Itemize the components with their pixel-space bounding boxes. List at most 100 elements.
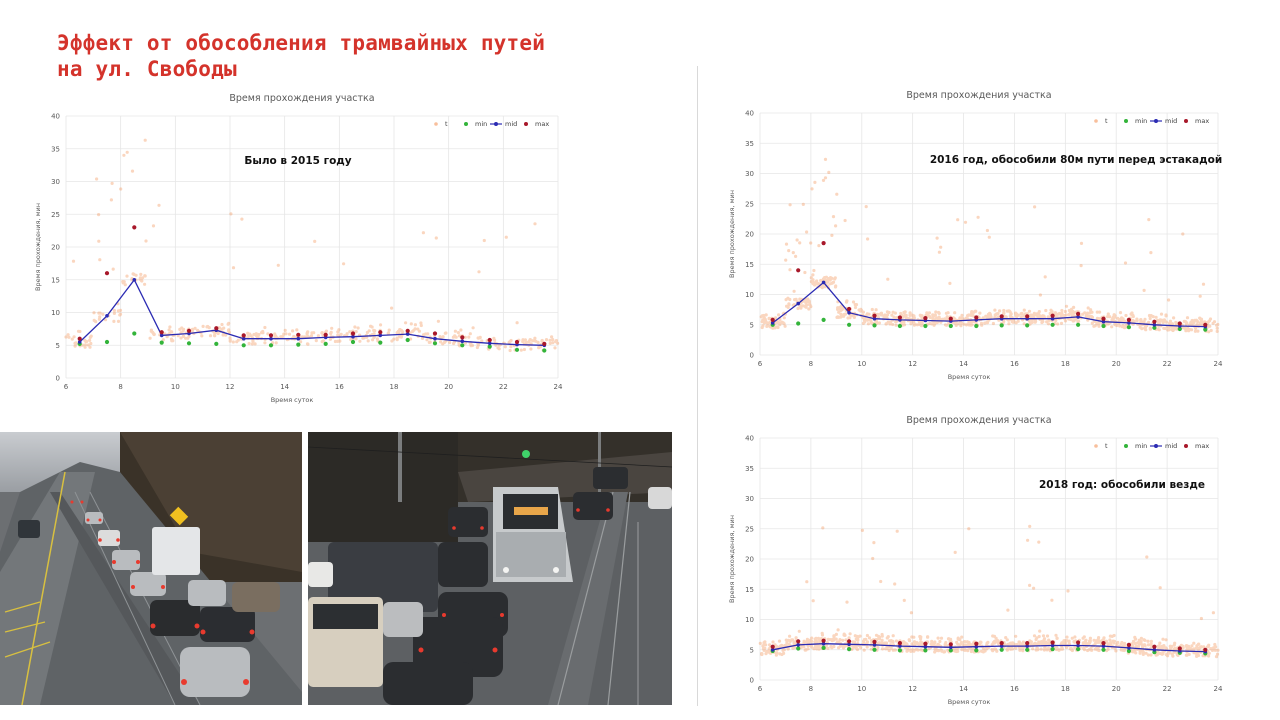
point-t — [987, 235, 991, 239]
point-t — [1057, 311, 1062, 316]
point-mid — [132, 278, 137, 282]
point-t — [867, 312, 871, 316]
point-t — [880, 638, 884, 642]
point-mid — [433, 336, 437, 341]
point-t — [336, 339, 340, 343]
point-t — [1106, 315, 1110, 319]
y-tick-label: 30 — [745, 170, 754, 178]
point-t — [813, 645, 818, 649]
point-min — [974, 323, 979, 329]
point-t — [497, 347, 501, 351]
point-t — [837, 640, 841, 644]
legend-marker-t — [434, 122, 438, 126]
point-t — [960, 313, 964, 317]
point-mid — [796, 301, 800, 306]
point-t — [910, 313, 914, 317]
point-t — [926, 635, 930, 639]
point-t — [807, 300, 811, 304]
point-t — [1157, 321, 1161, 325]
point-t — [1163, 319, 1167, 323]
point-t — [774, 325, 778, 329]
point-t — [1131, 644, 1135, 648]
point-t — [854, 637, 858, 641]
point-t — [859, 307, 863, 311]
point-t — [1042, 314, 1046, 318]
point-t — [833, 277, 837, 281]
point-t — [1070, 636, 1074, 640]
point-t — [151, 330, 155, 334]
point-t — [97, 317, 101, 321]
point-t — [1195, 323, 1199, 327]
point-t — [1189, 321, 1193, 325]
point-t — [279, 335, 283, 339]
point-t — [920, 314, 924, 318]
point-t — [883, 313, 887, 317]
point-t — [839, 306, 843, 310]
point-t — [231, 266, 236, 270]
point-t — [367, 329, 371, 333]
point-t — [1029, 313, 1033, 317]
point-t — [109, 198, 113, 202]
series-t-points — [758, 524, 1220, 659]
point-t — [1029, 642, 1034, 647]
point-t — [1132, 640, 1136, 644]
point-t — [918, 313, 922, 317]
point-mid — [351, 334, 355, 339]
point-t — [915, 647, 919, 652]
point-t — [781, 648, 785, 652]
point-t — [885, 313, 890, 317]
point-t — [787, 638, 791, 642]
point-max — [296, 332, 301, 337]
y-tick-label: 10 — [745, 616, 754, 624]
point-t — [1007, 309, 1011, 313]
point-t — [475, 345, 479, 350]
point-t — [1112, 639, 1116, 643]
point-t — [333, 339, 337, 344]
point-t — [1009, 642, 1013, 646]
point-t — [434, 236, 438, 240]
point-t — [817, 647, 821, 651]
point-mid — [898, 644, 902, 648]
point-min — [159, 340, 164, 345]
point-t — [786, 305, 790, 309]
point-t — [794, 254, 798, 258]
point-t — [1040, 319, 1044, 323]
point-t — [889, 646, 893, 650]
point-t — [775, 645, 779, 649]
point-t — [1071, 309, 1075, 313]
point-t — [937, 315, 941, 319]
point-t — [1095, 647, 1099, 651]
point-max — [1076, 640, 1081, 645]
series-mid-line — [772, 281, 1206, 328]
point-t — [295, 328, 299, 332]
point-t — [1008, 314, 1012, 318]
point-t — [152, 332, 156, 337]
point-t — [943, 317, 947, 321]
point-t — [932, 643, 936, 647]
point-t — [939, 636, 944, 640]
point-t — [1137, 642, 1141, 646]
point-t — [428, 340, 432, 344]
point-t — [287, 332, 292, 336]
point-t — [799, 645, 803, 649]
point-t — [1066, 589, 1070, 593]
point-t — [1175, 647, 1179, 651]
point-t — [934, 310, 938, 314]
point-t — [871, 556, 875, 561]
point-t — [1007, 646, 1011, 650]
point-t — [760, 314, 764, 318]
point-t — [1073, 646, 1077, 650]
point-t — [1029, 313, 1034, 317]
point-t — [1133, 642, 1137, 646]
point-t — [305, 331, 309, 335]
point-t — [1046, 647, 1051, 651]
point-t — [224, 333, 228, 337]
point-t — [933, 650, 937, 654]
point-t — [980, 323, 984, 327]
point-t — [788, 297, 792, 302]
point-t — [1198, 646, 1202, 650]
point-t — [81, 343, 85, 347]
point-t — [967, 640, 971, 645]
point-t — [1190, 644, 1194, 648]
point-t — [1108, 643, 1112, 647]
